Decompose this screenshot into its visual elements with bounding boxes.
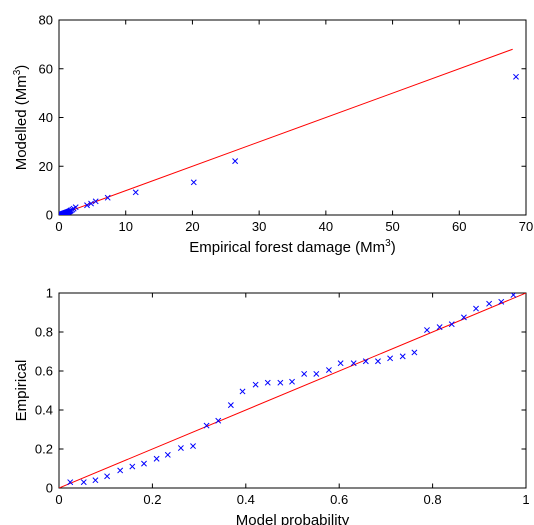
data-point xyxy=(227,402,234,409)
data-point xyxy=(84,202,90,209)
x-axis-label: Model probability xyxy=(236,512,350,525)
data-point xyxy=(498,298,505,305)
y-axis-label-superscript: 3 xyxy=(12,69,23,75)
x-tick-label: 1 xyxy=(522,492,529,507)
plot-data xyxy=(59,48,519,215)
x-tick-label: 0 xyxy=(55,219,62,234)
data-point xyxy=(252,381,259,388)
data-point xyxy=(362,358,369,365)
chart-damage-comparison: 0 10 20 30 40 50 60 70 0 20 40 60 80 Empirical forest… xyxy=(12,13,533,257)
data-point xyxy=(72,204,79,211)
x-tick-label: 0 xyxy=(55,492,62,507)
data-point xyxy=(264,379,271,386)
data-point xyxy=(92,477,99,484)
chart-probability-comparison: 0 0.2 0.4 0.6 0.8 1 0 0.2 0.4 0.6 0.8 1 Model probab… xyxy=(13,286,530,525)
data-point xyxy=(88,200,94,207)
x-axis-label-end: ) xyxy=(391,239,396,256)
x-tick-label: 0.8 xyxy=(424,492,442,507)
data-point xyxy=(141,460,147,467)
data-point xyxy=(104,194,111,201)
data-point xyxy=(510,293,517,298)
data-point xyxy=(129,463,136,470)
data-point xyxy=(277,379,284,386)
y-tick-label: 40 xyxy=(39,110,53,125)
data-point xyxy=(424,327,430,334)
y-axis-label-end: ) xyxy=(13,65,30,70)
data-point xyxy=(67,479,74,486)
data-point xyxy=(239,388,246,395)
data-point xyxy=(460,314,467,321)
data-point xyxy=(513,73,519,80)
data-point xyxy=(132,189,139,196)
data-point xyxy=(232,158,239,165)
data-point xyxy=(473,305,479,312)
data-point xyxy=(399,353,406,360)
x-tick-label: 0.2 xyxy=(143,492,161,507)
data-point xyxy=(289,378,295,385)
data-point xyxy=(436,324,443,331)
y-tick-label: 0.4 xyxy=(35,403,53,418)
y-tick-label: 0 xyxy=(46,481,53,496)
x-axis-label-text: Empirical forest damage (Mm xyxy=(189,239,385,256)
y-axis-label-text: Modelled (Mm xyxy=(13,75,30,170)
data-point xyxy=(203,422,210,429)
data-point xyxy=(80,479,87,486)
data-point xyxy=(190,443,196,450)
y-tick-label: 0.6 xyxy=(35,364,53,379)
y-tick-label: 80 xyxy=(39,13,53,28)
data-point xyxy=(486,300,493,307)
data-point xyxy=(164,451,171,458)
x-tick-label: 0.6 xyxy=(330,492,348,507)
data-point xyxy=(104,473,111,480)
data-point xyxy=(448,321,455,328)
y-tick-label: 0.2 xyxy=(35,442,53,457)
y-tick-label: 0 xyxy=(46,208,53,223)
x-tick-label: 30 xyxy=(252,219,266,234)
data-point xyxy=(153,455,160,462)
data-point xyxy=(325,367,332,373)
y-tick-label: 20 xyxy=(39,159,53,174)
x-axis-label-text: Model probability xyxy=(236,512,350,525)
data-point xyxy=(375,358,381,365)
data-point xyxy=(313,370,320,377)
y-tick-label: 60 xyxy=(39,61,53,76)
x-tick-label: 10 xyxy=(118,219,132,234)
data-point xyxy=(117,467,124,474)
data-point xyxy=(215,417,222,424)
y-axis-label: Empirical xyxy=(13,360,30,422)
data-point xyxy=(387,355,394,362)
x-tick-label: 70 xyxy=(519,219,533,234)
data-point xyxy=(177,445,184,451)
x-tick-label: 60 xyxy=(452,219,466,234)
reference-line xyxy=(59,48,513,215)
x-axis-label-superscript: 3 xyxy=(385,238,391,249)
y-axis-label: Modelled (Mm3) xyxy=(12,65,30,171)
data-point xyxy=(301,370,308,377)
data-point xyxy=(350,360,357,367)
x-tick-label: 40 xyxy=(319,219,333,234)
plot-frame xyxy=(58,19,527,216)
x-tick-label: 20 xyxy=(185,219,199,234)
plot-data xyxy=(59,293,526,488)
x-axis-label: Empirical forest damage (Mm3) xyxy=(189,238,395,256)
x-tick-label: 50 xyxy=(385,219,399,234)
data-point xyxy=(190,179,197,186)
y-tick-label: 1 xyxy=(46,286,53,301)
data-point xyxy=(411,349,418,356)
data-point xyxy=(337,360,344,367)
reference-line xyxy=(59,293,526,488)
y-tick-label: 0.8 xyxy=(35,325,53,340)
y-axis-label-text: Empirical xyxy=(13,360,30,422)
data-point xyxy=(92,198,99,205)
x-tick-label: 0.4 xyxy=(237,492,255,507)
